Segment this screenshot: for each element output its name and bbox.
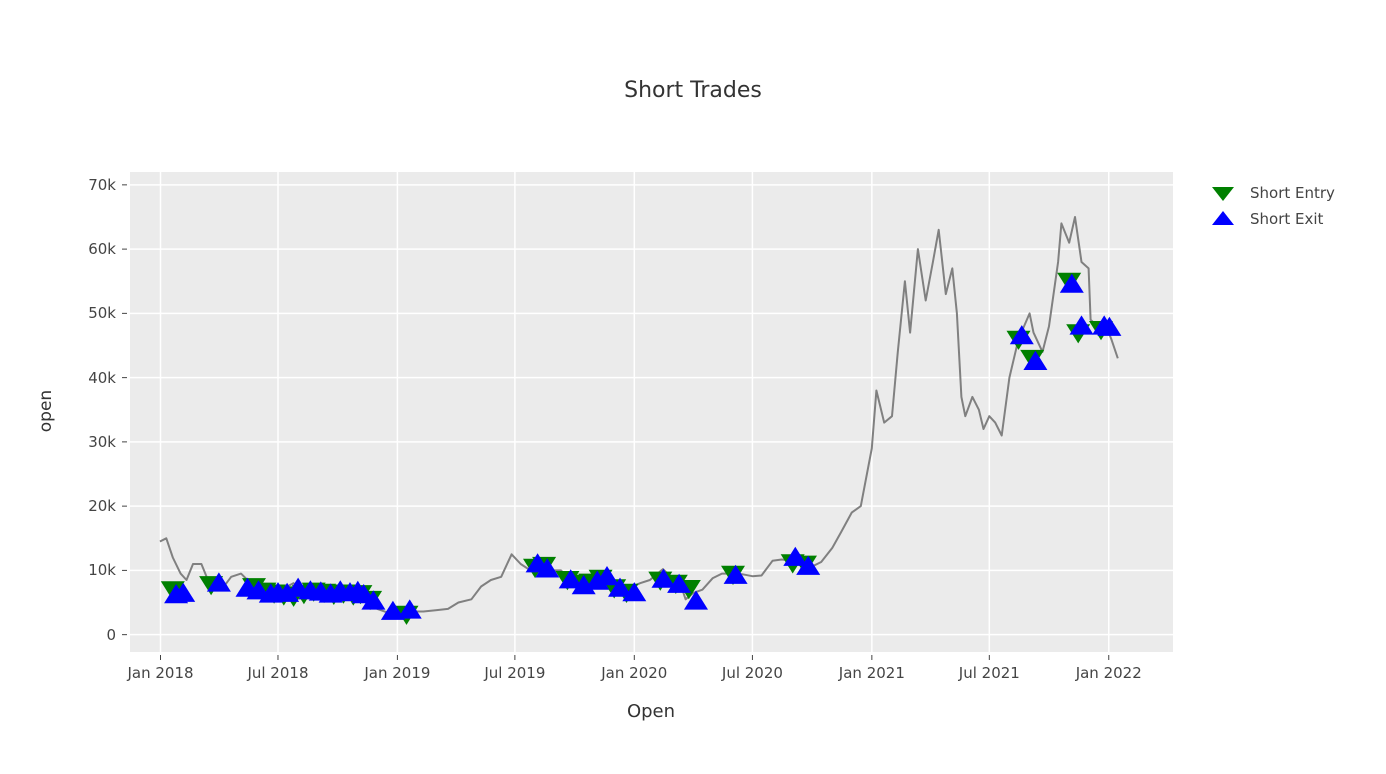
short-exit-marker — [206, 572, 231, 592]
short-exit-marker — [1097, 316, 1122, 336]
chart-title: Short Trades — [624, 78, 762, 103]
y-tick-label: 10k — [88, 561, 116, 580]
legend-label-short-exit: Short Exit — [1250, 210, 1324, 228]
x-tick-label: Jan 2020 — [601, 664, 668, 682]
legend-item-short-exit[interactable]: Short Exit — [1208, 206, 1335, 232]
axis-ticks — [122, 184, 1110, 660]
triangle-up-icon — [1212, 211, 1234, 225]
short-exit-marker — [622, 582, 647, 602]
short-exit-marker — [1069, 315, 1094, 335]
short-exit-marker — [380, 600, 405, 620]
plot-background — [130, 172, 1173, 652]
short-exit-marker — [595, 566, 619, 586]
short-exit-marker — [361, 590, 386, 610]
short-exit-marker — [783, 546, 808, 566]
short-exit-marker — [1009, 325, 1034, 345]
y-tick-label: 30k — [88, 432, 116, 451]
x-tick-label: Jul 2018 — [247, 664, 309, 682]
x-tick-label: Jul 2020 — [721, 664, 783, 682]
short-exit-marker — [651, 568, 676, 588]
short-exit-marker — [397, 599, 422, 619]
x-tick-label: Jan 2018 — [127, 664, 194, 682]
legend-item-short-entry[interactable]: Short Entry — [1208, 180, 1335, 206]
y-tick-label: 60k — [88, 240, 116, 259]
short-exit-marker — [1059, 273, 1084, 293]
y-tick-label: 0 — [106, 625, 116, 644]
y-tick-label: 20k — [88, 497, 116, 516]
short-exit-marker — [796, 555, 821, 575]
short-exit-marker — [1023, 350, 1048, 370]
short-exit-marker — [535, 558, 560, 578]
legend-label-short-entry: Short Entry — [1250, 184, 1335, 202]
x-tick-label: Jan 2019 — [364, 664, 431, 682]
x-tick-label: Jan 2022 — [1075, 664, 1142, 682]
short-exit-marker — [275, 582, 300, 602]
grid-lines — [130, 172, 1173, 652]
triangle-down-icon — [1212, 187, 1234, 201]
legend[interactable]: Short Entry Short Exit — [1208, 180, 1335, 232]
x-tick-label: Jul 2021 — [958, 664, 1020, 682]
short-exit-marker — [667, 573, 692, 593]
y-tick-label: 70k — [88, 175, 116, 194]
short-exit-marker — [171, 582, 196, 602]
short-exit-marker — [684, 590, 708, 610]
trade-markers — [160, 272, 1122, 625]
y-tick-label: 50k — [88, 304, 116, 323]
x-tick-label: Jan 2021 — [838, 664, 905, 682]
short-exit-marker — [723, 564, 748, 584]
y-tick-label: 40k — [88, 368, 116, 387]
short-exit-marker — [608, 577, 632, 597]
short-exit-marker — [558, 569, 583, 589]
x-tick-label: Jul 2019 — [484, 664, 546, 682]
x-axis-title: Open — [626, 701, 676, 722]
